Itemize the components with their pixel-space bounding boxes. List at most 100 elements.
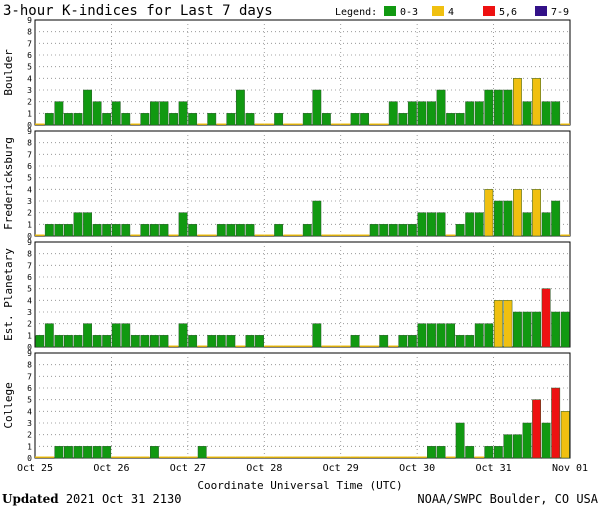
panel-college: 0 1 2 3 4 5 6 7 8 9 College xyxy=(2,349,571,463)
k-index-bar xyxy=(207,113,217,126)
k-index-bar xyxy=(64,446,73,459)
k-index-bar xyxy=(427,446,436,459)
k-index-bar xyxy=(44,113,54,126)
k-index-bar xyxy=(140,224,150,237)
k-index-bar xyxy=(73,335,83,348)
y-tick-label: 4 xyxy=(27,74,32,83)
panel-ylabel: College xyxy=(2,382,15,428)
k-index-bar xyxy=(398,335,408,348)
k-index-bar xyxy=(245,113,255,126)
y-tick-label: 6 xyxy=(27,51,32,60)
k-index-bar xyxy=(522,422,532,459)
k-index-bar xyxy=(398,224,408,237)
k-index-bar xyxy=(178,212,188,237)
k-index-bar xyxy=(474,323,484,348)
y-tick-label: 6 xyxy=(27,384,32,393)
k-index-bar xyxy=(102,224,112,237)
k-index-bar xyxy=(92,335,102,348)
k-index-bar xyxy=(417,101,427,126)
y-tick-label: 4 xyxy=(27,407,32,416)
k-index-bar xyxy=(436,323,446,348)
k-index-bar xyxy=(188,335,198,348)
k-index-bar xyxy=(388,224,398,237)
y-tick-label: 2 xyxy=(27,431,32,440)
k-index-bar xyxy=(102,113,112,126)
y-tick-label: 5 xyxy=(27,174,32,183)
k-index-bar xyxy=(83,212,92,237)
k-index-bar xyxy=(64,335,73,348)
footer-updated-value: 2021 Oct 31 2130 xyxy=(66,492,182,506)
k-index-bar xyxy=(417,323,427,348)
footer-updated: Updated 2021 Oct 31 2130 xyxy=(2,492,181,506)
panel-fredericksburg: 0 1 2 3 4 5 6 7 8 9 Fredericksburg xyxy=(2,127,571,241)
k-index-bar xyxy=(149,101,159,126)
k-index-bar xyxy=(216,335,226,348)
k-index-bar xyxy=(149,446,159,459)
k-index-bar xyxy=(216,224,226,237)
k-index-bar xyxy=(197,446,207,459)
k-index-bar xyxy=(235,89,245,126)
k-index-bar xyxy=(427,101,436,126)
k-index-bar xyxy=(474,212,484,237)
k-index-bar xyxy=(369,224,379,237)
k-index-bar xyxy=(226,224,236,237)
k-index-bar xyxy=(446,113,456,126)
y-tick-label: 5 xyxy=(27,285,32,294)
k-index-bar xyxy=(121,224,131,237)
k-index-bar xyxy=(274,224,284,237)
k-index-bar xyxy=(159,224,169,237)
k-index-bar xyxy=(522,212,532,237)
k-index-bar xyxy=(54,101,64,126)
x-date-label: Oct 29 xyxy=(323,463,359,474)
legend-swatch xyxy=(384,6,396,16)
k-index-bar xyxy=(207,335,217,348)
k-index-bar xyxy=(149,224,159,237)
k-index-bar xyxy=(427,323,436,348)
y-tick-label: 0 xyxy=(27,343,32,352)
k-index-bar xyxy=(111,224,121,237)
y-tick-label: 1 xyxy=(27,331,32,340)
y-tick-label: 8 xyxy=(27,361,32,370)
k-index-bar xyxy=(379,224,389,237)
x-axis-dates: Oct 25 Oct 26 Oct 27 Oct 28 Oct 29 Oct 30 Oct … xyxy=(17,463,588,474)
k-index-bar xyxy=(551,101,561,126)
y-tick-label: 5 xyxy=(27,396,32,405)
legend-item-label: 5,6 xyxy=(499,7,517,18)
chart-title: 3-hour K-indices for Last 7 days xyxy=(3,3,273,19)
k-index-bar xyxy=(417,212,427,237)
k-index-bar xyxy=(493,300,503,348)
k-index-bar xyxy=(541,422,551,459)
k-index-bar xyxy=(551,200,561,237)
k-index-bar xyxy=(92,446,102,459)
k-index-bar xyxy=(44,224,54,237)
y-tick-label: 0 xyxy=(27,454,32,463)
panels: 0 1 2 3 4 5 6 7 8 9 Boulder 0 1 2 3 4 5 6 7 8 9 Fredericksbur… xyxy=(2,16,571,463)
panel-frame xyxy=(34,352,571,459)
k-index-bar xyxy=(312,89,322,126)
x-date-label: Nov 01 xyxy=(552,463,588,474)
y-tick-label: 9 xyxy=(27,238,32,247)
k-index-bar xyxy=(522,101,532,126)
legend-swatch xyxy=(483,6,495,16)
k-index-bar xyxy=(73,446,83,459)
panel-ylabel: Est. Planetary xyxy=(2,248,15,341)
k-index-bar xyxy=(54,335,64,348)
y-tick-label: 8 xyxy=(27,28,32,37)
y-tick-label: 9 xyxy=(27,16,32,25)
y-tick-label: 2 xyxy=(27,320,32,329)
k-index-bar xyxy=(360,113,370,126)
x-date-label: Oct 25 xyxy=(17,463,53,474)
k-index-bar xyxy=(255,335,264,348)
k-index-bar xyxy=(503,300,513,348)
legend-item-label: 7-9 xyxy=(551,7,569,18)
k-index-bar xyxy=(44,323,54,348)
y-tick-label: 3 xyxy=(27,419,32,428)
k-index-bar xyxy=(169,113,178,126)
k-index-bar xyxy=(455,113,465,126)
k-index-bar xyxy=(188,113,198,126)
k-index-bar xyxy=(188,224,198,237)
legend-swatch xyxy=(535,6,547,16)
k-index-bar xyxy=(513,434,522,459)
k-index-bar xyxy=(178,101,188,126)
y-tick-label: 9 xyxy=(27,127,32,136)
